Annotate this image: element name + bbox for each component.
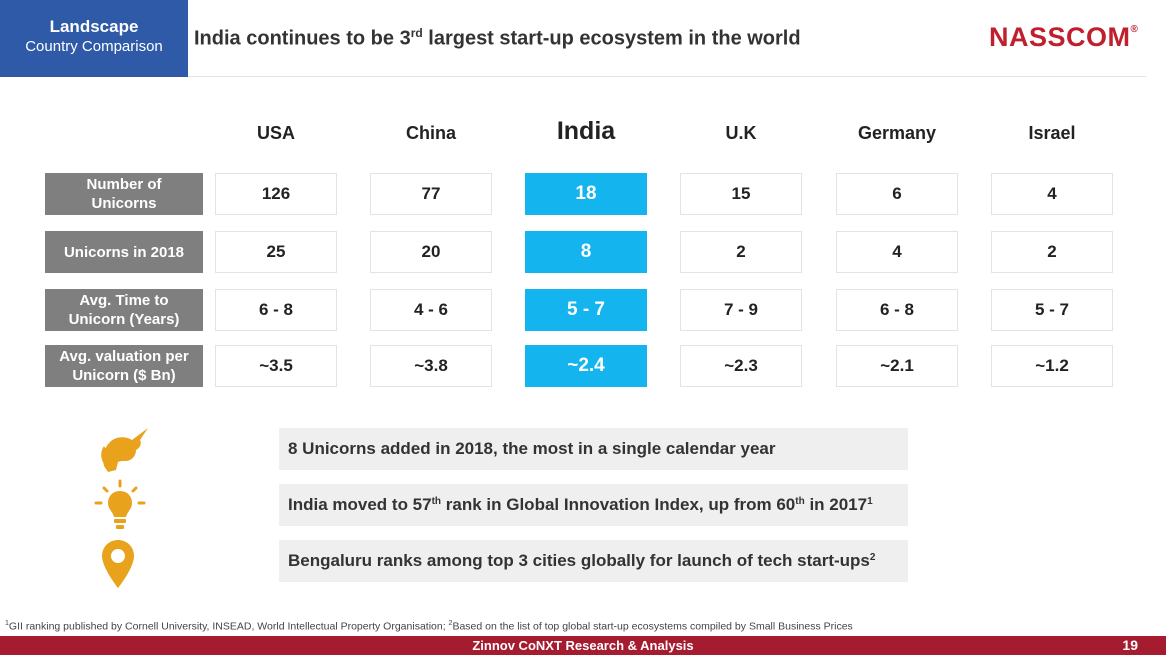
brand-registered-mark: ®	[1130, 24, 1139, 35]
table-cell-highlight: 8	[525, 231, 647, 273]
footnote: 1GII ranking published by Cornell Univer…	[5, 620, 853, 633]
lightbulb-icon	[94, 479, 146, 529]
table-cell: 7 - 9	[680, 289, 802, 331]
section-tag: Landscape Country Comparison	[0, 0, 188, 77]
table-cell: 2	[680, 231, 802, 273]
fact-unicorns-2018: 8 Unicorns added in 2018, the most in a …	[279, 428, 908, 470]
row-label-line: Number of	[86, 176, 162, 193]
fact-text: Bengaluru ranks among top 3 cities globa…	[288, 551, 875, 571]
row-label-line: Avg. Time to	[79, 292, 169, 309]
fact-text-part: India moved to 57	[288, 495, 432, 514]
column-header-uk: U.K	[725, 123, 757, 143]
row-label-line: Unicorns	[91, 195, 157, 212]
row-label-line: Unicorns in 2018	[63, 243, 185, 261]
footnote-ref: 1	[867, 496, 873, 507]
fact-text: 8 Unicorns added in 2018, the most in a …	[288, 439, 776, 458]
header-divider	[188, 76, 1146, 77]
brand-logo: NASSCOM®	[989, 22, 1138, 53]
footnote-text: GII ranking published by Cornell Univers…	[8, 620, 449, 633]
column-header-china: China	[405, 123, 456, 143]
table-cell: ~2.1	[836, 345, 958, 387]
table-cell: 4 - 6	[370, 289, 492, 331]
table-cell: 6	[836, 173, 958, 215]
unicorn-icon	[101, 428, 148, 472]
row-label-number-of-unicorns: Number of Unicorns	[45, 173, 203, 215]
table-cell: 6 - 8	[836, 289, 958, 331]
footnote-marker: 1	[5, 620, 9, 627]
page-title-part: India continues to be 3	[194, 27, 411, 50]
fact-text-part: in 2017	[804, 495, 868, 514]
location-pin-icon	[102, 540, 134, 588]
page-title: India continues to be 3rd largest start-…	[194, 26, 801, 51]
table-cell: 4	[836, 231, 958, 273]
table-cell: ~2.3	[680, 345, 802, 387]
column-header-germany: Germany	[857, 123, 937, 143]
row-label-avg-time-to-unicorn: Avg. Time to Unicorn (Years)	[45, 289, 203, 331]
table-cell-highlight: 18	[525, 173, 647, 215]
table-cell: 15	[680, 173, 802, 215]
brand-logo-text: NASSCOM	[989, 22, 1131, 52]
fact-text-part: Bengaluru ranks among top 3 cities globa…	[288, 551, 870, 570]
table-cell: 25	[215, 231, 337, 273]
table-cell: 4	[991, 173, 1113, 215]
table-cell: 6 - 8	[215, 289, 337, 331]
table-cell: ~1.2	[991, 345, 1113, 387]
page-title-part: largest start-up ecosystem in the world	[422, 27, 801, 50]
column-header-usa: USA	[256, 123, 295, 143]
table-cell: ~3.8	[370, 345, 492, 387]
row-label-avg-valuation: Avg. valuation per Unicorn ($ Bn)	[45, 345, 203, 387]
fact-text: India moved to 57th rank in Global Innov…	[288, 495, 873, 515]
row-label-line: Avg. valuation per	[59, 348, 189, 365]
footer-bar: Zinnov CoNXT Research & Analysis 19	[0, 636, 1166, 655]
fact-bengaluru: Bengaluru ranks among top 3 cities globa…	[279, 540, 908, 582]
table-cell: 20	[370, 231, 492, 273]
page-number: 19	[1122, 637, 1138, 653]
footer-source: Zinnov CoNXT Research & Analysis	[472, 638, 694, 653]
footnote-marker: 2	[448, 620, 453, 627]
column-header-israel: Israel	[1028, 123, 1076, 143]
footnote-text: Based on the list of top global start-up…	[452, 620, 853, 633]
column-header-india: India	[556, 117, 616, 145]
row-label-unicorns-2018: Unicorns in 2018	[45, 231, 203, 273]
fact-sup: th	[431, 496, 442, 507]
row-label-line: Unicorn (Years)	[68, 311, 180, 328]
footnote-ref: 2	[869, 552, 876, 563]
fact-sup: th	[795, 496, 805, 507]
fact-text-part: rank in Global Innovation Index, up from…	[441, 495, 796, 514]
table-cell: 126	[215, 173, 337, 215]
section-tag-subtitle: Country Comparison	[25, 38, 163, 55]
fact-innovation-index: India moved to 57th rank in Global Innov…	[279, 484, 908, 526]
section-tag-title: Landscape	[49, 17, 139, 36]
table-cell-highlight: ~2.4	[525, 345, 647, 387]
row-label-line: Unicorn ($ Bn)	[72, 367, 176, 384]
table-cell: ~3.5	[215, 345, 337, 387]
page-title-sup: rd	[410, 26, 423, 40]
table-cell: 5 - 7	[991, 289, 1113, 331]
table-cell: 77	[370, 173, 492, 215]
table-cell: 2	[991, 231, 1113, 273]
table-cell-highlight: 5 - 7	[525, 289, 647, 331]
